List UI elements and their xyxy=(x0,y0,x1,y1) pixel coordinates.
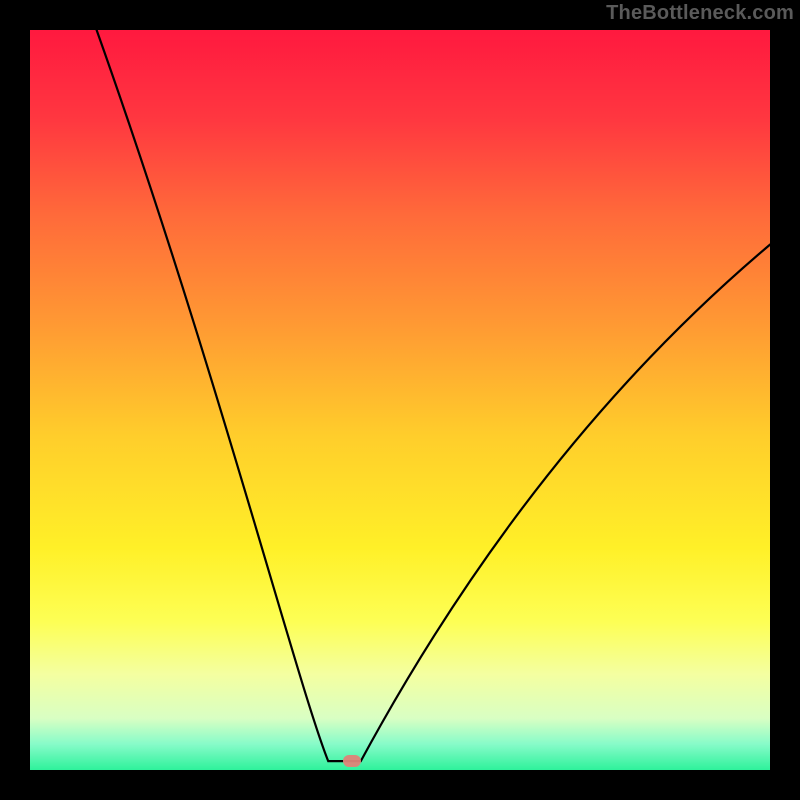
watermark-text: TheBottleneck.com xyxy=(606,2,794,25)
optimum-marker xyxy=(343,755,361,767)
chart-container: TheBottleneck.com xyxy=(0,0,800,800)
bottleneck-curve-path xyxy=(97,30,770,761)
bottleneck-curve xyxy=(0,0,800,800)
